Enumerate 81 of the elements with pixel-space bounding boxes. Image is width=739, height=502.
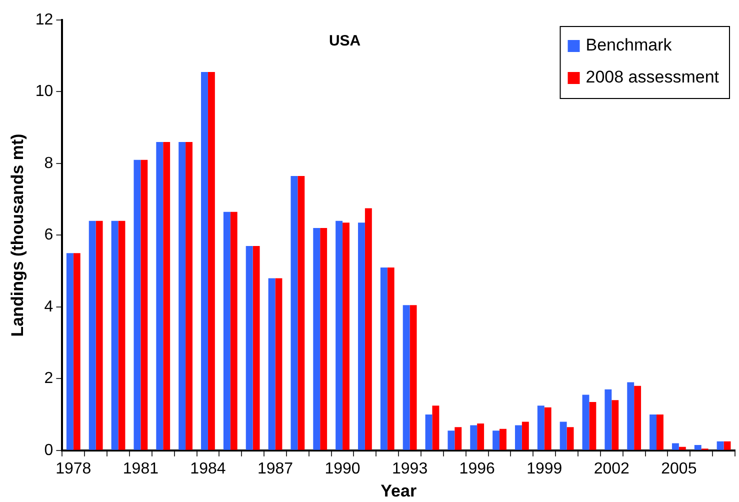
bar xyxy=(448,430,455,450)
x-tick-label: 1999 xyxy=(526,460,562,478)
bar xyxy=(425,414,432,450)
x-tick-label: 1996 xyxy=(459,460,495,478)
bar xyxy=(246,246,253,450)
bar xyxy=(634,386,642,450)
bar xyxy=(477,424,484,450)
bar xyxy=(402,305,410,450)
bar xyxy=(186,142,192,450)
bar xyxy=(410,305,417,450)
x-tick-label: 2005 xyxy=(661,460,697,478)
bar xyxy=(672,443,679,450)
bar xyxy=(140,160,148,450)
bar xyxy=(134,160,141,450)
bar xyxy=(230,212,238,450)
y-tick-label: 8 xyxy=(44,154,54,172)
legend-label: Benchmark xyxy=(586,36,672,55)
bar xyxy=(650,414,657,450)
x-tick-label: 1984 xyxy=(190,460,226,478)
y-tick-label: 0 xyxy=(44,442,54,459)
x-tick-label: 2002 xyxy=(594,460,630,478)
y-tick-label: 10 xyxy=(35,83,54,100)
bar xyxy=(380,267,388,450)
bar xyxy=(582,394,590,450)
x-tick-label: 1987 xyxy=(257,460,294,478)
bar xyxy=(201,72,208,450)
text: USA xyxy=(328,32,361,50)
bar xyxy=(290,176,298,450)
bar xyxy=(566,427,574,450)
bar xyxy=(320,228,328,450)
bar xyxy=(73,253,80,450)
bar xyxy=(275,278,282,450)
bar xyxy=(470,425,478,450)
bar xyxy=(589,402,596,450)
bar xyxy=(88,220,96,450)
bar xyxy=(522,422,529,450)
bar xyxy=(111,220,118,450)
bar xyxy=(432,406,440,450)
y-tick-label: 4 xyxy=(44,298,54,316)
x-tick-label: 1978 xyxy=(56,460,92,478)
bar xyxy=(387,267,394,450)
bar xyxy=(66,253,74,450)
legend-label: 2008 assessment xyxy=(586,68,720,87)
bar xyxy=(313,228,320,450)
bar xyxy=(678,446,686,450)
bar xyxy=(336,220,343,450)
bar xyxy=(514,425,522,450)
bar xyxy=(208,72,215,450)
bar xyxy=(96,220,103,450)
bar xyxy=(298,176,305,450)
x-tick-label: 1993 xyxy=(392,460,428,478)
bar xyxy=(156,142,164,450)
y-tick-label: 2 xyxy=(44,370,54,388)
bar xyxy=(454,427,462,450)
bar xyxy=(364,208,372,450)
bar xyxy=(612,400,619,450)
y-tick-label: 6 xyxy=(44,226,54,244)
bar xyxy=(163,142,170,450)
y-tick-label: 12 xyxy=(35,11,54,28)
bar xyxy=(544,407,552,450)
bar xyxy=(178,142,186,450)
bar xyxy=(342,222,350,450)
bar xyxy=(656,414,664,450)
bar xyxy=(118,220,126,450)
x-axis-title: Year xyxy=(380,481,417,500)
bar xyxy=(627,382,634,450)
bar xyxy=(724,441,731,450)
bar xyxy=(492,430,500,450)
x-tick-label: 1990 xyxy=(324,460,360,478)
bar xyxy=(716,441,724,450)
bar xyxy=(223,212,230,450)
bar xyxy=(358,222,365,450)
y-axis-title: Landings (thousands mt) xyxy=(8,134,27,337)
bar xyxy=(604,389,612,450)
bar xyxy=(694,445,702,450)
x-tick-label: 1981 xyxy=(122,460,159,478)
bar xyxy=(252,246,260,450)
bar xyxy=(500,428,506,450)
bar xyxy=(560,422,567,450)
bar xyxy=(537,406,544,450)
bar xyxy=(268,278,276,450)
